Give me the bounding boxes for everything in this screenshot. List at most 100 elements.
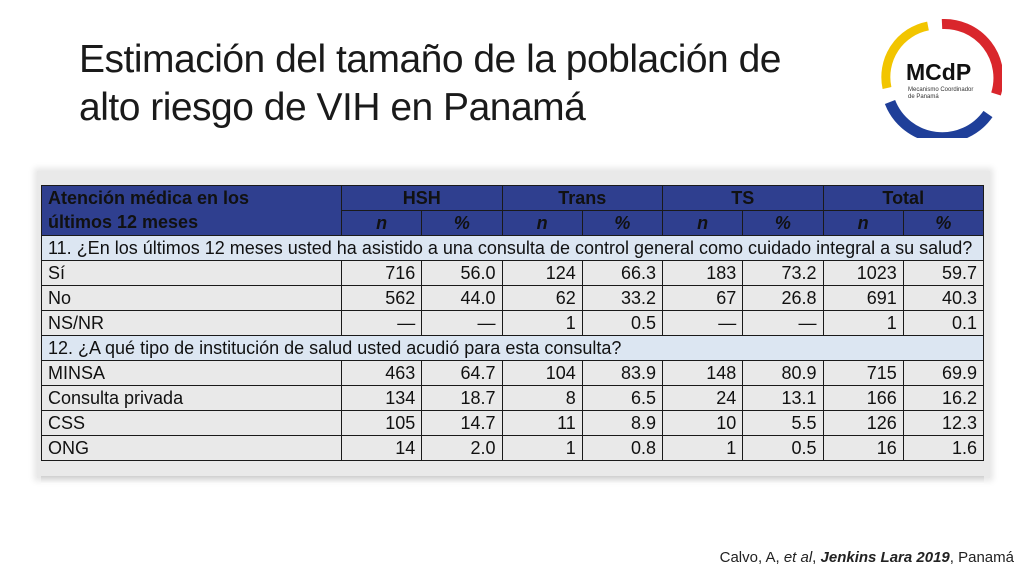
table-cell: 14 bbox=[340, 435, 423, 461]
cropped-footnote-strip bbox=[41, 476, 984, 484]
survey-table: Atención médica en los últimos 12 meses … bbox=[41, 185, 985, 461]
table-cell: 40.3 bbox=[902, 285, 985, 311]
table-cell: 11 bbox=[501, 410, 583, 436]
table-cell: 0.5 bbox=[581, 310, 664, 336]
citation-etal: et al bbox=[783, 549, 813, 566]
subheader-n: n bbox=[822, 210, 904, 236]
table-cell: 0.8 bbox=[581, 435, 664, 461]
group-trans: Trans bbox=[501, 185, 663, 211]
table-cell: 16.2 bbox=[902, 385, 985, 411]
table-cell: 134 bbox=[340, 385, 423, 411]
table-cell: 62 bbox=[501, 285, 583, 311]
table-cell: 44.0 bbox=[421, 285, 503, 311]
table-cell: 80.9 bbox=[742, 360, 824, 386]
header-label-line1: Atención médica en los bbox=[48, 188, 250, 208]
row-label: ONG bbox=[41, 435, 342, 461]
table-cell: 105 bbox=[340, 410, 423, 436]
subheader-n: n bbox=[661, 210, 744, 236]
header-label-line2: últimos 12 meses bbox=[48, 212, 199, 232]
subheader-n: n bbox=[501, 210, 583, 236]
table-cell: 6.5 bbox=[581, 385, 664, 411]
mcdp-logo: MCdP Mecanismo Coordinador de Panamá bbox=[881, 18, 1002, 138]
question-11-answers: Sí 716 56.0 124 66.3 183 73.2 1023 59.7 No 562 44.0… bbox=[41, 260, 985, 336]
subheader-n: n bbox=[340, 210, 423, 236]
citation: Calvo, A, et al, Jenkins Lara 2019, Pana… bbox=[720, 549, 1014, 566]
table-row: ONG 14 2.0 1 0.8 1 0.5 16 1.6 bbox=[41, 435, 985, 461]
table-cell: 126 bbox=[822, 410, 904, 436]
table-cell: 18.7 bbox=[421, 385, 503, 411]
logo-red-arc bbox=[941, 18, 1002, 96]
row-label: CSS bbox=[41, 410, 342, 436]
subheader-pct: % bbox=[742, 210, 824, 236]
table-cell: 716 bbox=[340, 260, 423, 286]
table-cell: 2.0 bbox=[421, 435, 503, 461]
table-row: Consulta privada 134 18.7 8 6.5 24 13.1 166 16.2 bbox=[41, 385, 985, 411]
table-cell: 183 bbox=[661, 260, 744, 286]
table-cell: — bbox=[742, 310, 824, 336]
table-cell: 562 bbox=[340, 285, 423, 311]
table-cell: 64.7 bbox=[421, 360, 503, 386]
slide-title-line2: alto riesgo de VIH en Panamá bbox=[79, 86, 586, 129]
group-ts: TS bbox=[662, 185, 824, 211]
table-cell: 691 bbox=[822, 285, 904, 311]
logo-subtext-2: de Panamá bbox=[908, 94, 939, 100]
table-cell: 26.8 bbox=[742, 285, 824, 311]
table-cell: 715 bbox=[822, 360, 904, 386]
slide-title: Estimación del tamaño de la población de… bbox=[79, 36, 869, 132]
row-label: MINSA bbox=[41, 360, 342, 386]
table-cell: 67 bbox=[661, 285, 744, 311]
table-cell: 148 bbox=[661, 360, 744, 386]
table-cell: 1023 bbox=[822, 260, 904, 286]
logo-text: MCdP bbox=[906, 59, 971, 85]
table-cell: 8 bbox=[501, 385, 583, 411]
table-cell: 8.9 bbox=[581, 410, 664, 436]
header-label: Atención médica en los últimos 12 meses bbox=[41, 185, 342, 236]
row-label: Sí bbox=[41, 260, 342, 286]
logo-subtext-1: Mecanismo Coordinador bbox=[908, 87, 973, 93]
row-label: NS/NR bbox=[41, 310, 342, 336]
table-cell: 56.0 bbox=[421, 260, 503, 286]
table-cell: 69.9 bbox=[902, 360, 985, 386]
table-cell: 66.3 bbox=[581, 260, 664, 286]
citation-author: Calvo, A, bbox=[719, 549, 784, 566]
group-total: Total bbox=[822, 185, 984, 211]
table-cell: 124 bbox=[501, 260, 583, 286]
row-label: Consulta privada bbox=[41, 385, 342, 411]
logo-blue-arc bbox=[884, 99, 993, 138]
table-cell: 5.5 bbox=[742, 410, 824, 436]
table-cell: 83.9 bbox=[581, 360, 664, 386]
table-cell: — bbox=[340, 310, 423, 336]
table-cell: 24 bbox=[661, 385, 744, 411]
table-cell: 1.6 bbox=[902, 435, 985, 461]
question-12-answers: MINSA 463 64.7 104 83.9 148 80.9 715 69.9 Consult… bbox=[41, 360, 985, 461]
table-row: CSS 105 14.7 11 8.9 10 5.5 126 12.3 bbox=[41, 410, 985, 436]
citation-comma: , bbox=[812, 549, 821, 566]
table-cell: 0.1 bbox=[902, 310, 985, 336]
table-cell: 166 bbox=[822, 385, 904, 411]
table-row: NS/NR — —1 0.5— —1 0.1 bbox=[41, 310, 985, 336]
table-cell: 1 bbox=[501, 310, 583, 336]
table-cell: 463 bbox=[340, 360, 423, 386]
question-11-row: 11. ¿En los últimos 12 meses usted ha as… bbox=[41, 235, 984, 261]
table-cell: 14.7 bbox=[421, 410, 503, 436]
citation-place: , Panamá bbox=[949, 549, 1014, 566]
table-cell: 12.3 bbox=[902, 410, 985, 436]
question-12-row: 12. ¿A qué tipo de institución de salud … bbox=[41, 335, 984, 361]
subheader-pct: % bbox=[902, 210, 985, 236]
subheader-pct: % bbox=[421, 210, 503, 236]
table-cell: — bbox=[421, 310, 503, 336]
table-row: MINSA 463 64.7 104 83.9 148 80.9 715 69.9 bbox=[41, 360, 985, 386]
subheader-pct: % bbox=[581, 210, 664, 236]
table-cell: 59.7 bbox=[902, 260, 985, 286]
table-row: No 562 44.0 62 33.2 67 26.8 691 40.3 bbox=[41, 285, 985, 311]
table-header-row-1: Atención médica en los últimos 12 meses … bbox=[41, 185, 984, 236]
table-cell: 0.5 bbox=[742, 435, 824, 461]
table-cell: 1 bbox=[501, 435, 583, 461]
table-header-row-2: n % n % n % n % bbox=[42, 210, 985, 236]
table-cell: 33.2 bbox=[581, 285, 664, 311]
table-cell: 73.2 bbox=[742, 260, 824, 286]
table-cell: 1 bbox=[661, 435, 744, 461]
table-cell: 13.1 bbox=[742, 385, 824, 411]
logo-yellow-arc bbox=[881, 21, 930, 89]
table-row: Sí 716 56.0 124 66.3 183 73.2 1023 59.7 bbox=[41, 260, 985, 286]
